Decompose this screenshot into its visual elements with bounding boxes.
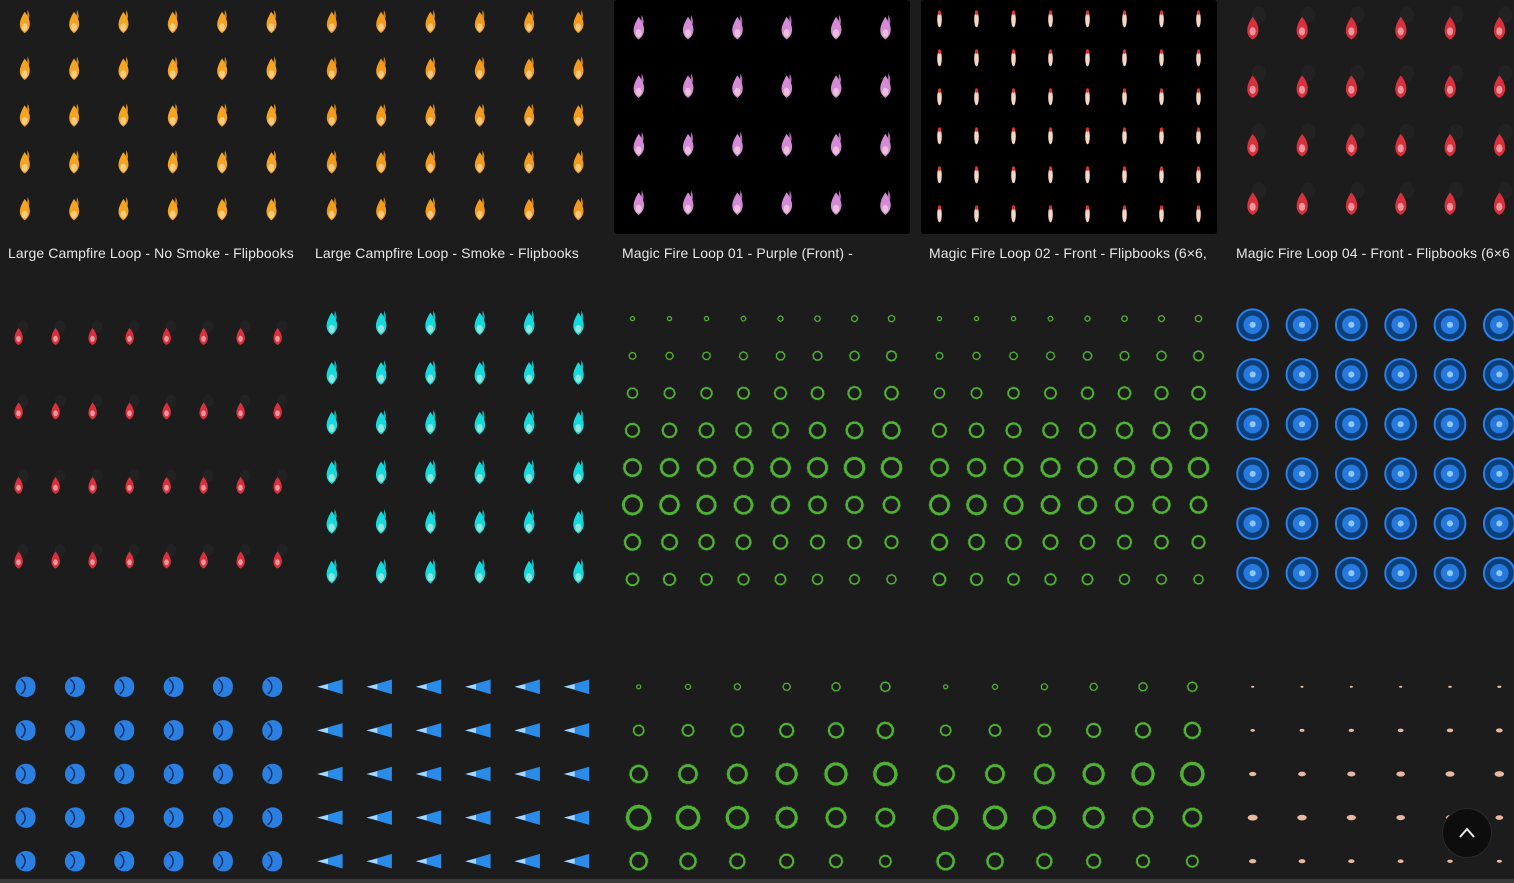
flipbook-sprite-sheet (1228, 0, 1514, 234)
flipbook-sprite-sheet (1228, 300, 1514, 598)
flipbook-sprite-sheet (614, 0, 910, 234)
flipbook-sprite-sheet (921, 665, 1217, 883)
flipbook-sprite-sheet (614, 665, 910, 883)
flipbook-thumbnail[interactable] (0, 300, 296, 598)
flipbook-thumbnail[interactable] (921, 0, 1217, 234)
flipbook-title[interactable]: Large Campfire Loop - Smoke - Flipbooks (315, 245, 625, 261)
horizontal-scrollbar[interactable] (0, 879, 1514, 883)
flipbook-title[interactable]: Magic Fire Loop 01 - Purple (Front) - (622, 245, 932, 261)
flipbook-sprite-sheet (307, 0, 603, 234)
flipbook-sprite-sheet (307, 300, 603, 598)
flipbook-thumbnail[interactable] (614, 300, 910, 598)
flipbook-sprite-sheet (614, 300, 910, 598)
flipbook-sprite-sheet (921, 300, 1217, 598)
flipbook-title[interactable]: Large Campfire Loop - No Smoke - Flipboo… (8, 245, 318, 261)
flipbook-thumbnail[interactable] (921, 300, 1217, 598)
flipbook-thumbnail[interactable] (307, 665, 603, 883)
flipbook-thumbnail[interactable] (921, 665, 1217, 883)
flipbook-sprite-sheet (0, 300, 296, 598)
flipbook-thumbnail[interactable] (1228, 0, 1514, 234)
flipbook-thumbnail[interactable] (307, 0, 603, 234)
flipbook-title[interactable]: Magic Fire Loop 02 - Front - Flipbooks (… (929, 245, 1239, 261)
scroll-to-top-button[interactable] (1442, 808, 1492, 858)
flipbook-thumbnail[interactable] (307, 300, 603, 598)
flipbook-thumbnail[interactable] (1228, 300, 1514, 598)
chevron-up-icon (1457, 823, 1477, 843)
flipbook-thumbnail[interactable] (614, 0, 910, 234)
flipbook-thumbnail[interactable] (0, 665, 296, 883)
flipbook-thumbnail[interactable] (0, 0, 296, 234)
flipbook-sprite-sheet (921, 0, 1217, 234)
flipbook-title[interactable]: Magic Fire Loop 04 - Front - Flipbooks (… (1236, 245, 1514, 261)
flipbook-sprite-sheet (0, 665, 296, 883)
flipbook-sprite-sheet (0, 0, 296, 234)
flipbook-sprite-sheet (307, 665, 603, 883)
flipbook-thumbnail[interactable] (614, 665, 910, 883)
